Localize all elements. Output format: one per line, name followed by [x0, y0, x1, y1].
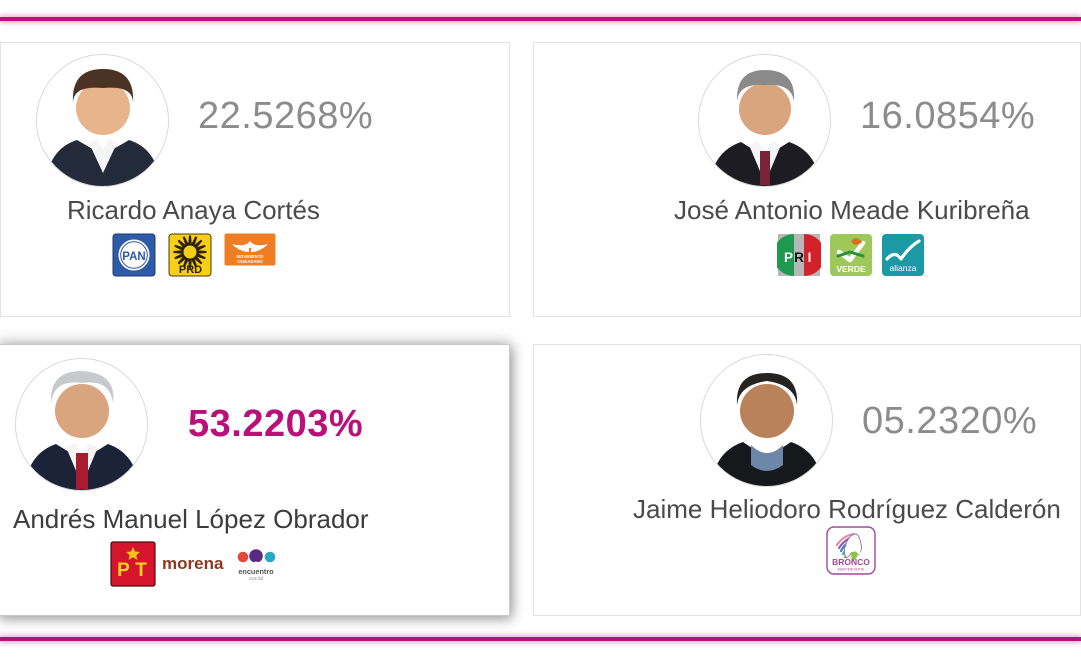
svg-text:R: R	[794, 250, 804, 265]
svg-text:T: T	[135, 560, 147, 581]
svg-text:BRONCO: BRONCO	[832, 557, 870, 567]
svg-text:P: P	[784, 250, 793, 265]
svg-text:CIUDADANO: CIUDADANO	[237, 259, 263, 264]
svg-text:alianza: alianza	[890, 263, 917, 273]
svg-text:encuentro: encuentro	[239, 567, 275, 576]
svg-text:PAN: PAN	[122, 251, 145, 263]
svg-text:P: P	[117, 560, 130, 581]
svg-text:VERDE: VERDE	[836, 264, 866, 274]
svg-text:INDEPENDIENTE: INDEPENDIENTE	[838, 568, 866, 572]
svg-text:I: I	[808, 250, 812, 265]
svg-text:PRD: PRD	[179, 264, 202, 276]
svg-text:social: social	[249, 576, 264, 582]
